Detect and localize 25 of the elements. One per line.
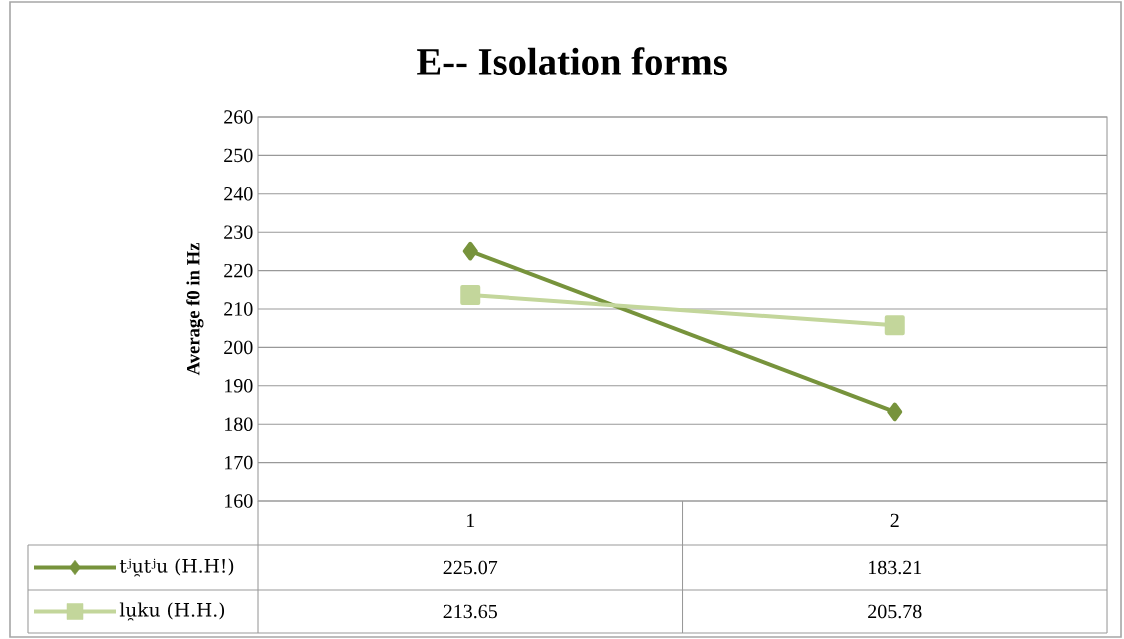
y-tick-label: 230 — [224, 225, 253, 239]
point — [884, 315, 905, 336]
y-tick-label: 220 — [224, 263, 253, 278]
y-tick-label: 190 — [225, 379, 253, 393]
data-label: 205.78 — [868, 604, 922, 619]
y-tick-label: 240 — [224, 187, 253, 201]
y-axis-title: Average f0 in Hz — [186, 242, 204, 376]
point — [887, 402, 903, 422]
point — [462, 241, 478, 261]
y-tick-label: 160 — [225, 494, 253, 508]
data-label: 225.07 — [443, 560, 498, 575]
y-tick-label: 200 — [224, 340, 253, 355]
y-tick-label: 210 — [224, 302, 253, 316]
y-tick-label: 260 — [224, 110, 253, 124]
y-tick-label: 180 — [225, 417, 253, 431]
y-tick-label: 170 — [225, 455, 253, 470]
x-tick-label: 2 — [890, 513, 899, 527]
legend-label: lu̯ku (H.H.) — [119, 602, 225, 621]
legend-label: tʲu̯tʲu (H.H!) — [119, 558, 234, 577]
data-label: 213.65 — [443, 604, 497, 619]
chart-title: E-- Isolation forms — [417, 47, 727, 75]
point — [460, 284, 481, 305]
y-tick-label: 250 — [224, 148, 253, 163]
x-tick-label: 1 — [467, 513, 475, 527]
data-label: 183.21 — [869, 560, 922, 575]
